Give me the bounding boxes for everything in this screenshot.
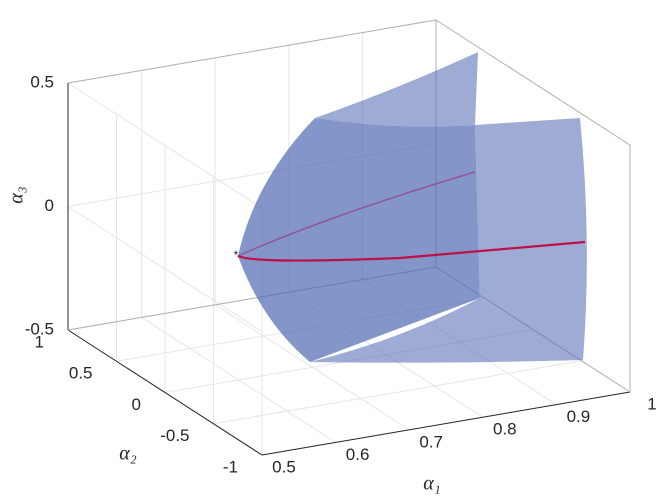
surface-bottom-flap [310,298,583,363]
x-tick-label: 0.9 [567,407,591,426]
x-tick-label: 0.6 [346,445,370,464]
grid-line [67,206,263,332]
y-tick-label: 0.5 [69,364,93,383]
curve-back [237,171,476,257]
curve [237,240,586,262]
z-tick-label: -0.5 [25,319,54,338]
surface-top-flap [315,52,478,127]
axis-box-edge [67,329,263,456]
y-tick-label: -1 [223,457,238,476]
x-tick-label: 1 [647,394,656,413]
axis-box-edge [67,19,437,84]
start-marker: * [234,248,239,262]
grid-line [213,360,582,425]
x-tick-label: 0.5 [272,457,296,476]
surface-right-panel [475,118,587,360]
x-tick-label: 0.7 [419,432,443,451]
surface-front [238,118,480,362]
z-axis-label: α₃ [6,186,28,203]
y-tick-label: -0.5 [160,426,189,445]
surface [238,52,587,363]
x-axis-label: α₁ [423,473,440,495]
z-tick-label: 0 [45,196,54,215]
axis-box-edge [261,391,631,456]
y-tick-label: 0 [132,395,141,414]
x-tick-label: 0.8 [493,420,517,439]
grid-line [67,82,263,209]
axis-box-edge [435,19,631,146]
y-axis-label: α₂ [119,443,136,465]
y-tick-label: 1 [35,332,44,351]
z-tick-label: 0.5 [30,72,54,91]
